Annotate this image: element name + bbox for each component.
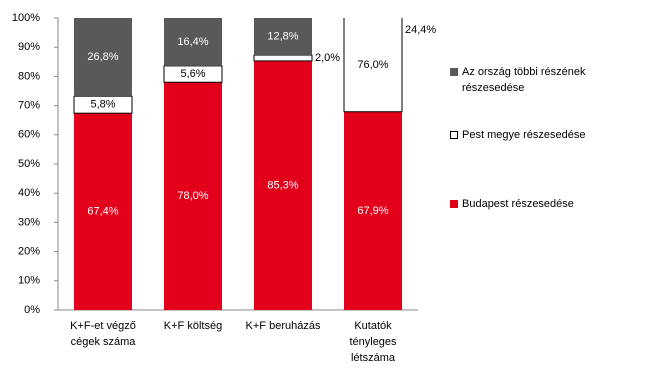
y-tick-label: 80% — [18, 70, 40, 82]
bar-segment — [164, 82, 222, 310]
legend-entry: Az ország többi részének részesedése — [450, 64, 612, 96]
x-tick-label: Kutatók tényleges létszáma — [349, 320, 397, 364]
legend-entry: Pest megye részesedése — [450, 127, 612, 143]
x-tick-label: K+F költség — [163, 320, 223, 332]
data-label: 12,8% — [267, 30, 298, 42]
legend-label: Az ország többi részének részesedése — [462, 66, 586, 94]
data-label: 16,4% — [177, 36, 208, 48]
data-label: 67,4% — [87, 206, 118, 218]
y-tick-label: 40% — [18, 187, 40, 199]
data-label: 2,0% — [315, 52, 340, 64]
x-tick-label: K+F beruházás — [245, 320, 321, 332]
data-label: 76,0% — [357, 59, 388, 71]
bar-segment — [164, 18, 222, 66]
y-tick-label: 60% — [18, 129, 40, 141]
bars — [73, 18, 403, 310]
bar-segment — [253, 54, 313, 62]
data-label: 85,3% — [267, 179, 298, 191]
bar-segment — [254, 18, 312, 56]
y-tick-label: 30% — [18, 216, 40, 228]
y-tick-label: 50% — [18, 158, 40, 170]
y-tick-label: 10% — [18, 275, 40, 287]
data-label: 78,0% — [177, 190, 208, 202]
bar-segment — [74, 113, 132, 310]
legend-swatch — [450, 68, 458, 76]
legend-entry: Budapest részesedése — [450, 196, 612, 212]
labels: 0% 10% 20% 30% 40% 50% 60% 70% 80% 90% 100% 67,4% 5,… — [12, 12, 437, 316]
x-tick-label: K+F-et végző cégek száma — [70, 320, 136, 348]
data-label: 5,6% — [180, 68, 205, 80]
data-label: 26,8% — [87, 51, 118, 63]
bar-segment — [344, 111, 402, 310]
y-tick-label: 100% — [12, 12, 40, 24]
legend-swatch — [450, 131, 458, 139]
y-tick-label: 90% — [18, 41, 40, 53]
bar-segment — [74, 18, 132, 97]
legend-label: Budapest részesedése — [462, 198, 574, 210]
legend-swatch — [450, 200, 458, 208]
data-label: 5,8% — [90, 99, 115, 111]
y-tick-label: 70% — [18, 100, 40, 112]
legend-label: Pest megye részesedése — [462, 129, 586, 141]
data-label: 67,9% — [357, 205, 388, 217]
y-tick-label: 20% — [18, 246, 40, 258]
bar-segment — [343, 18, 403, 113]
bar-segment — [254, 60, 312, 310]
data-label: 24,4% — [405, 24, 436, 36]
y-tick-label: 0% — [24, 304, 40, 316]
